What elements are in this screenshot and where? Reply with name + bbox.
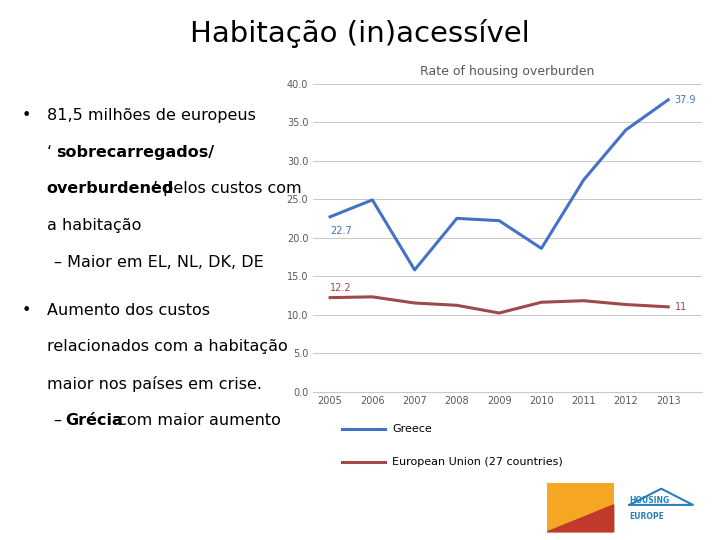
Text: •: • (22, 302, 31, 318)
Text: 81,5 milhões de europeus: 81,5 milhões de europeus (47, 108, 256, 123)
Text: overburdened: overburdened (47, 181, 174, 197)
Text: sobrecarregados/: sobrecarregados/ (56, 145, 215, 160)
Text: relacionados com a habitação: relacionados com a habitação (47, 339, 287, 354)
Text: •: • (22, 108, 31, 123)
Text: maior nos países em crise.: maior nos países em crise. (47, 376, 262, 392)
Text: 11: 11 (675, 302, 687, 312)
Title: Rate of housing overburden: Rate of housing overburden (420, 65, 595, 78)
Text: HOUSING: HOUSING (629, 496, 670, 505)
Text: com maior aumento: com maior aumento (113, 413, 281, 428)
Polygon shape (547, 505, 613, 532)
Text: ‘: ‘ (47, 145, 52, 160)
FancyBboxPatch shape (547, 483, 613, 532)
Text: a habitação: a habitação (47, 218, 141, 233)
Text: 12.2: 12.2 (330, 283, 352, 293)
Text: 37.9: 37.9 (675, 95, 696, 105)
Text: Aumento dos custos: Aumento dos custos (47, 302, 210, 318)
Text: European Union (27 countries): European Union (27 countries) (392, 457, 563, 467)
Text: –: – (54, 413, 67, 428)
Text: Greece: Greece (392, 424, 432, 434)
Text: EUROPE: EUROPE (629, 512, 665, 521)
Text: ’ pelos custos com: ’ pelos custos com (153, 181, 302, 197)
Text: Habitação (in)acessível: Habitação (in)acessível (190, 19, 530, 48)
Text: – Maior em EL, NL, DK, DE: – Maior em EL, NL, DK, DE (54, 255, 264, 270)
Text: 22.7: 22.7 (330, 226, 352, 236)
Text: Grécia: Grécia (65, 413, 122, 428)
